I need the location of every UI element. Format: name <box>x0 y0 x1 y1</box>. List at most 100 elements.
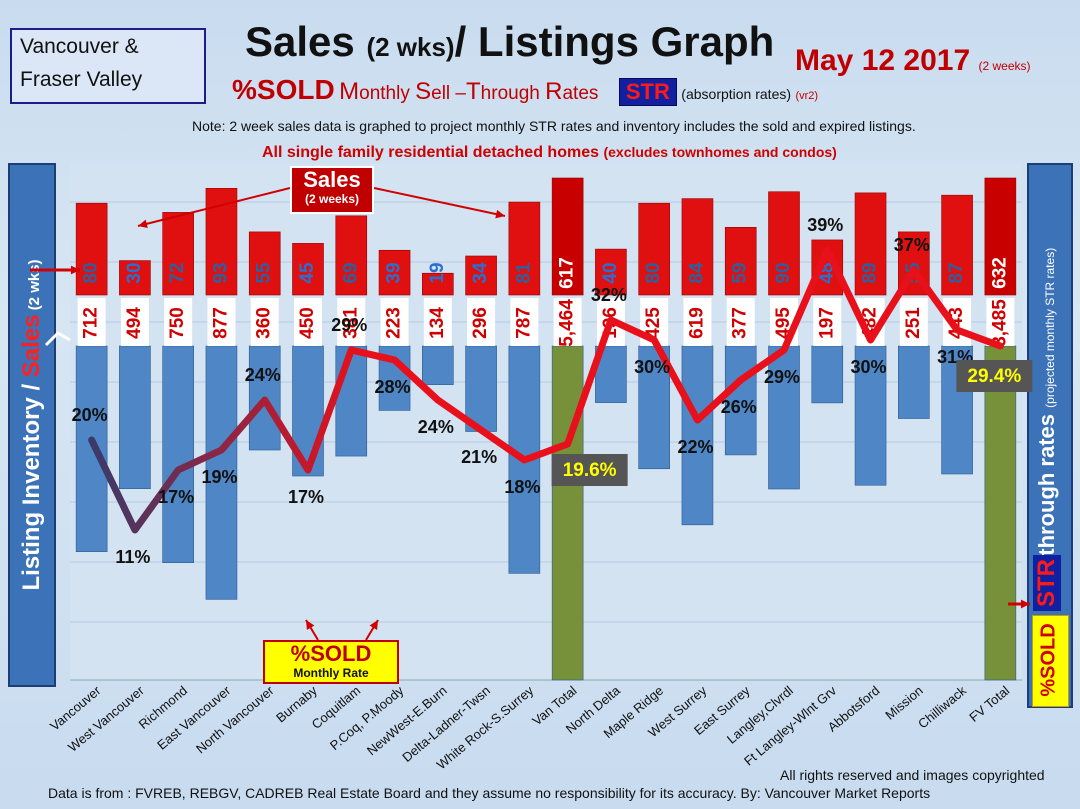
listing-label-box <box>120 298 149 346</box>
listing-value-label: 197 <box>816 307 837 339</box>
report-date: May 12 2017 (2 weeks) <box>795 44 1031 78</box>
listing-bar <box>854 345 887 486</box>
callout-arrowhead <box>138 219 148 229</box>
callout-arrows <box>30 187 1030 641</box>
listing-value-label: 3,485 <box>989 299 1010 347</box>
listing-bar <box>984 345 1017 681</box>
pct-sold-text: %SOLD <box>232 74 335 105</box>
listing-bar <box>681 345 714 526</box>
listing-bar <box>768 345 800 490</box>
sales-value-label: 84 <box>686 262 707 284</box>
listing-value-label: 425 <box>643 307 664 339</box>
listing-bar <box>75 345 108 552</box>
sales-bar <box>508 201 541 296</box>
right-sold-panel <box>1032 615 1069 707</box>
sales-bar <box>248 231 281 296</box>
sales-bar <box>941 194 973 296</box>
listing-value-label: 381 <box>340 307 361 339</box>
sales-value-label: 45 <box>297 262 318 284</box>
sales-bars <box>75 177 1017 296</box>
region-line1: Vancouver & <box>20 35 139 58</box>
listing-label-box <box>77 298 106 346</box>
sold-callout-sub: Monthly Rate <box>293 666 369 680</box>
listing-label-box <box>813 298 842 346</box>
sales-bar <box>465 255 497 296</box>
listing-label-box <box>510 298 539 346</box>
listing-value-label: 377 <box>730 307 751 339</box>
listing-label-box <box>250 298 279 346</box>
str-value-label: 37% <box>894 235 930 255</box>
x-tick-label: West Vancouver <box>65 682 147 754</box>
total-str-box <box>956 360 1033 392</box>
sales-bar <box>119 260 151 296</box>
str-value-label: 11% <box>115 547 150 567</box>
date-text: May 12 2017 <box>795 44 971 77</box>
listing-label-box <box>467 298 496 346</box>
str-series-line <box>88 246 1004 534</box>
sales-bar <box>724 227 757 296</box>
region-box: Vancouver & Fraser Valley <box>10 28 206 104</box>
sold-callout: %SOLD Monthly Rate <box>263 640 399 684</box>
listing-value-label: 360 <box>254 307 275 339</box>
sales-value-label: 81 <box>513 262 534 284</box>
title-main: Sales <box>245 18 367 65</box>
scope-exclusion: (excludes townhomes and condos) <box>603 144 837 160</box>
chart-subtitle: %SOLD Monthly Sell –Through Rates STR (a… <box>232 74 818 106</box>
listing-label-box <box>337 298 366 346</box>
rate-cap-r: R <box>545 78 563 105</box>
total-str-box <box>551 454 628 486</box>
region-line2: Fraser Valley <box>20 68 143 91</box>
sales-value-label: 80 <box>81 262 102 283</box>
callout-arrowhead <box>1020 599 1030 609</box>
absorption-note: (absorption rates) <box>681 86 792 102</box>
listing-bar <box>205 345 238 600</box>
total-str-label: 19.6% <box>563 460 617 481</box>
listing-value-label: 251 <box>903 307 924 339</box>
str-value-label: 20% <box>72 405 108 425</box>
sales-callout: Sales (2 weeks) <box>290 166 374 214</box>
listing-label-box <box>207 298 236 346</box>
sales-value-label: 59 <box>730 262 751 283</box>
str-value-label: 39% <box>807 215 843 235</box>
listing-label-box <box>553 298 582 346</box>
listing-labels: 712 494 750 877 360 450 381 223 134 296 787 5,464 19… <box>77 298 1015 347</box>
listing-bar <box>119 345 151 490</box>
sales-value-label: 39 <box>384 262 405 283</box>
rate-text-hrough: hrough <box>480 83 546 104</box>
title-small: (2 wks) <box>366 32 455 62</box>
sales-value-label: 632 <box>989 257 1010 289</box>
callout-arrowhead <box>70 265 80 275</box>
sales-value-label: 617 <box>557 257 578 289</box>
title-rest: / Listings Graph <box>454 18 775 65</box>
callout-arrowhead <box>306 620 315 630</box>
sales-bar <box>595 248 627 296</box>
listing-bar <box>551 345 584 681</box>
rate-cap-m: M <box>339 78 360 105</box>
sales-bar <box>681 198 714 296</box>
listing-value-label: 750 <box>167 307 188 339</box>
sold-callout-title: %SOLD <box>290 641 372 666</box>
sales-value-label: 89 <box>860 262 881 283</box>
listing-bar <box>811 345 844 404</box>
listing-label-box <box>726 298 755 346</box>
str-value-label: 32% <box>591 285 627 305</box>
listing-value-label: 619 <box>686 307 707 339</box>
sales-bar <box>638 202 670 296</box>
sales-callout-title: Sales <box>303 167 361 192</box>
rate-text-ates: ates <box>562 83 599 104</box>
str-value-label: 28% <box>375 377 411 397</box>
callout-arrow <box>137 187 291 227</box>
sales-bar <box>551 177 584 296</box>
listing-value-label: 223 <box>384 307 405 339</box>
listing-value-label: 494 <box>124 307 145 339</box>
str-badge: STR <box>618 78 677 106</box>
sales-value-label: 30 <box>124 262 145 283</box>
x-tick-label: East Vancouver <box>154 682 234 752</box>
callout-arrow <box>373 187 506 217</box>
scope-text: All single family residential detached h… <box>262 144 599 161</box>
sales-bar <box>984 177 1017 296</box>
str-value-label: 18% <box>504 477 540 497</box>
listing-label-box <box>423 298 452 346</box>
listing-bar <box>422 345 454 386</box>
str-value-label: 30% <box>634 357 670 377</box>
